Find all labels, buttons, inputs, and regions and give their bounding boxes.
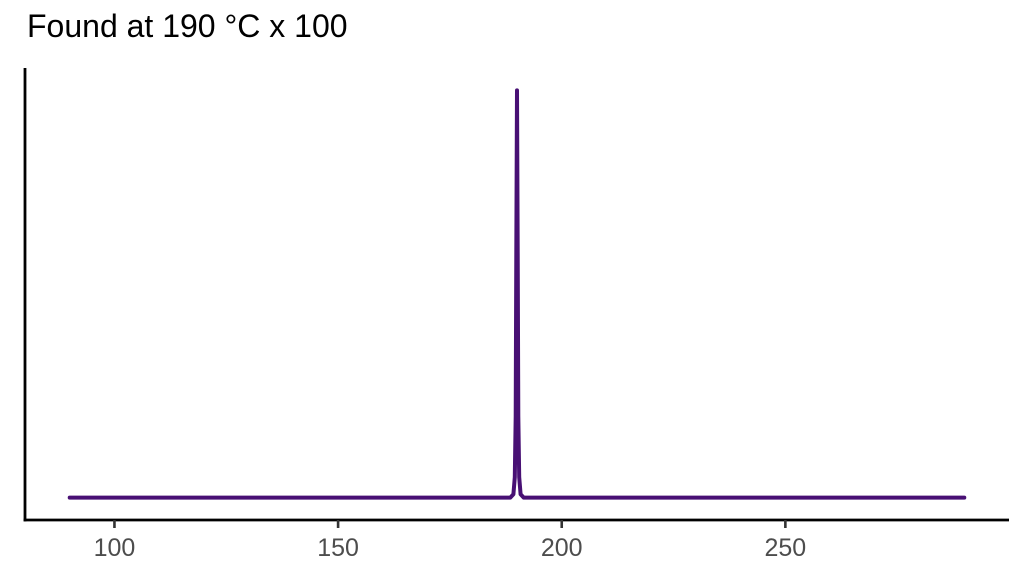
x-tick-label: 150	[317, 534, 359, 562]
chart-title: Found at 190 °C x 100	[27, 8, 348, 44]
x-tick-label: 250	[765, 534, 807, 562]
x-tick-label: 100	[94, 534, 136, 562]
series-line-signal	[67, 88, 967, 500]
x-tick-label: 200	[541, 534, 583, 562]
